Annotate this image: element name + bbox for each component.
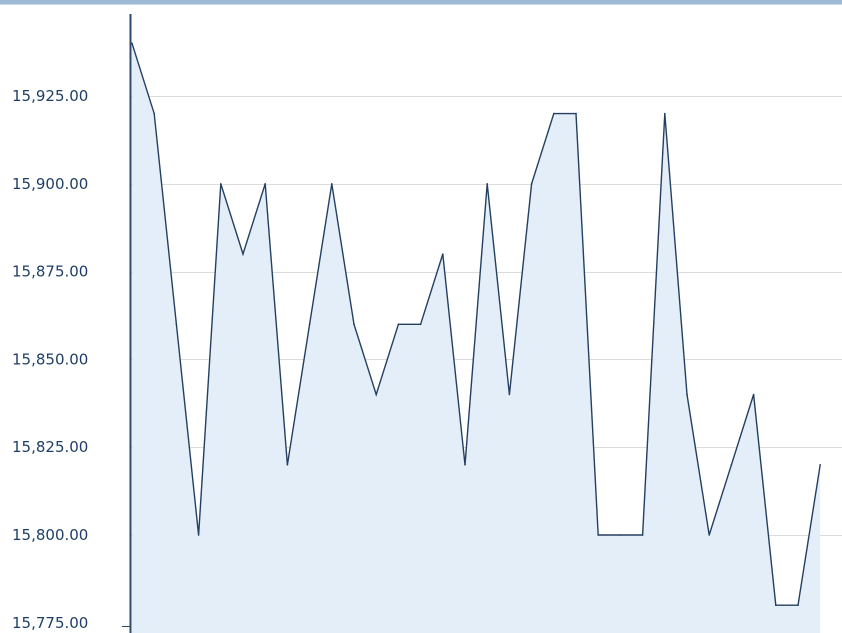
data-point — [641, 534, 644, 536]
data-point — [131, 42, 133, 45]
y-axis — [122, 14, 132, 633]
data-point — [353, 323, 355, 326]
y-tick-label: 15,875.00 — [12, 263, 88, 281]
y-tick-label: 15,850.00 — [12, 350, 88, 368]
data-point — [175, 323, 178, 326]
data-point — [397, 323, 400, 326]
data-point — [597, 534, 599, 536]
data-point — [664, 112, 666, 115]
area-layer — [132, 43, 821, 633]
chart-top-border — [0, 0, 842, 5]
y-tick-labels: 15,925.00 15,900.00 15,875.00 15,850.00 15,8… — [12, 87, 88, 632]
data-point — [153, 112, 155, 115]
data-point — [286, 464, 289, 466]
line-layer — [131, 43, 821, 606]
data-point — [619, 534, 622, 536]
data-point — [220, 183, 222, 185]
data-point — [553, 112, 555, 115]
data-point — [419, 323, 422, 326]
data-point — [797, 604, 799, 606]
series-line — [131, 43, 821, 606]
data-point — [775, 604, 777, 606]
data-point — [686, 393, 688, 396]
series-area — [132, 43, 821, 633]
point-layer — [131, 42, 821, 606]
data-point — [530, 183, 533, 185]
data-point — [264, 183, 267, 185]
data-point — [308, 323, 311, 326]
y-tick-label: 15,800.00 — [12, 526, 88, 544]
data-point — [331, 183, 333, 185]
data-point — [464, 464, 466, 466]
y-tick-label: 15,925.00 — [12, 87, 88, 105]
y-tick-label: 15,775.00 — [12, 614, 88, 632]
data-point — [730, 464, 733, 466]
y-tick-label: 15,900.00 — [12, 175, 88, 193]
data-point — [508, 393, 511, 396]
data-point — [486, 183, 489, 185]
data-point — [819, 464, 821, 466]
data-point — [375, 393, 378, 396]
data-point — [197, 534, 200, 536]
data-point — [442, 253, 444, 255]
y-tick-label: 15,825.00 — [12, 438, 88, 456]
data-point — [575, 112, 577, 115]
data-point — [242, 253, 244, 255]
data-point — [708, 534, 710, 536]
data-point — [752, 393, 755, 396]
